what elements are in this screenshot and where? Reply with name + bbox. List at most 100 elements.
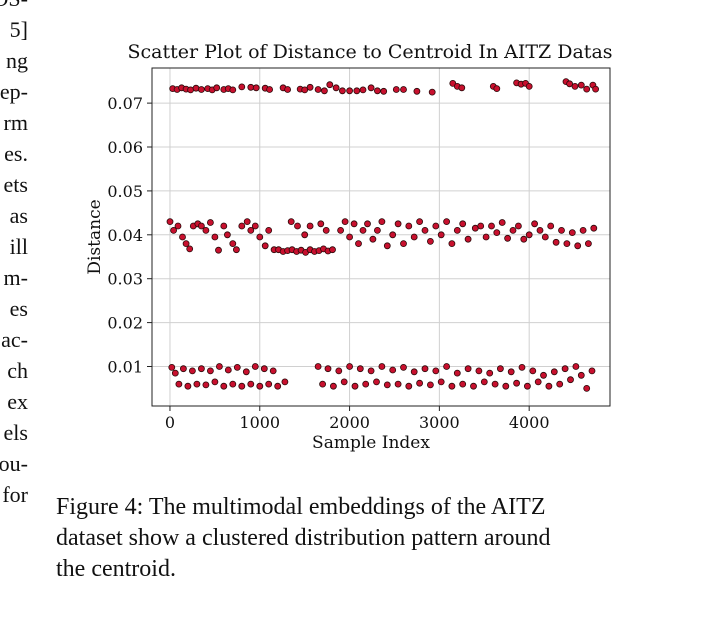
data-point [389,231,397,239]
margin-fragment: es [9,296,28,321]
data-point [184,382,192,390]
data-point [416,379,424,387]
data-point [329,382,337,390]
y-tick-label: 0.04 [107,226,143,245]
data-point [518,363,526,371]
plot-frame [151,67,611,407]
data-point [545,382,553,390]
data-point [482,233,490,241]
data-point [550,368,558,376]
data-point [306,83,314,91]
data-point [579,226,587,234]
data-point [215,363,223,370]
data-point [182,240,190,248]
data-point [314,363,322,370]
data-point [507,368,515,376]
data-point [400,363,407,371]
caption-line: dataset show a clustered distribution pa… [56,525,551,551]
data-point [269,367,277,375]
data-point [458,84,466,92]
margin-fragment: ex [7,389,28,414]
margin-fragment: for [2,482,28,507]
data-point [166,218,174,226]
data-point [353,87,361,95]
data-point [223,231,231,239]
data-point [202,226,210,234]
data-point [174,222,182,230]
data-point [400,86,407,93]
data-point [588,367,596,375]
data-point [477,222,485,230]
data-point [322,226,330,234]
data-point [380,87,388,95]
data-point [337,226,345,234]
data-point [306,222,314,230]
data-point [242,368,250,376]
data-point [525,83,533,90]
data-point [364,220,371,228]
data-point [520,235,528,243]
data-point [504,234,512,242]
data-point [488,222,495,230]
data-point [243,218,251,226]
data-point [577,371,585,379]
data-point [571,83,579,90]
data-point [319,380,327,388]
data-point [491,380,499,388]
data-point [287,218,295,226]
data-point [314,86,322,93]
data-point [459,220,467,228]
data-point [421,226,429,234]
data-point [260,365,268,373]
data-point [540,371,547,379]
data-point [453,226,461,234]
data-point [400,240,407,248]
y-tick-label: 0.05 [107,182,143,201]
data-point [175,380,183,388]
data-point [281,378,289,386]
data-point [566,80,574,88]
data-point [410,368,418,376]
y-tick-label: 0.03 [107,270,143,289]
data-point [426,237,434,245]
data-point [383,381,391,389]
data-point [556,380,564,388]
data-point [590,224,598,232]
data-point [317,220,325,228]
data-point [338,87,346,95]
data-point [340,378,348,386]
data-point [320,87,328,95]
data-point [301,86,309,94]
data-point [416,218,424,226]
data-point [367,84,375,92]
data-point [583,85,591,93]
y-axis-ticks: 0.01 0.02 0.03 0.04 0.05 0.06 0.07 [107,94,152,376]
data-point [577,81,585,89]
data-point [394,220,402,228]
data-point [265,226,273,234]
data-point [329,246,336,254]
data-point [350,220,358,228]
data-point [197,86,205,93]
margin-fragment: ng [6,48,28,73]
x-tick-label: 3000 [419,413,460,432]
data-point [197,222,205,230]
data-point [568,229,576,237]
data-point [443,218,451,226]
data-point [552,238,560,246]
data-point [572,363,580,370]
data-point [464,365,472,373]
data-point [486,369,494,377]
data-point [389,366,397,374]
data-point [171,369,179,377]
data-point [561,365,569,373]
data-point [493,85,501,92]
chart-points [166,78,599,392]
x-tick-label: 1000 [239,413,280,432]
y-tick-label: 0.02 [107,314,143,333]
x-tick-label: 4000 [509,413,550,432]
left-column-fragments: OS- 5] ng ep-rm es. ets as ill m-es ac-ch ex els ou-… [0,0,34,560]
y-tick-label: 0.06 [107,138,143,157]
data-point [509,226,517,234]
data-point [351,382,359,390]
